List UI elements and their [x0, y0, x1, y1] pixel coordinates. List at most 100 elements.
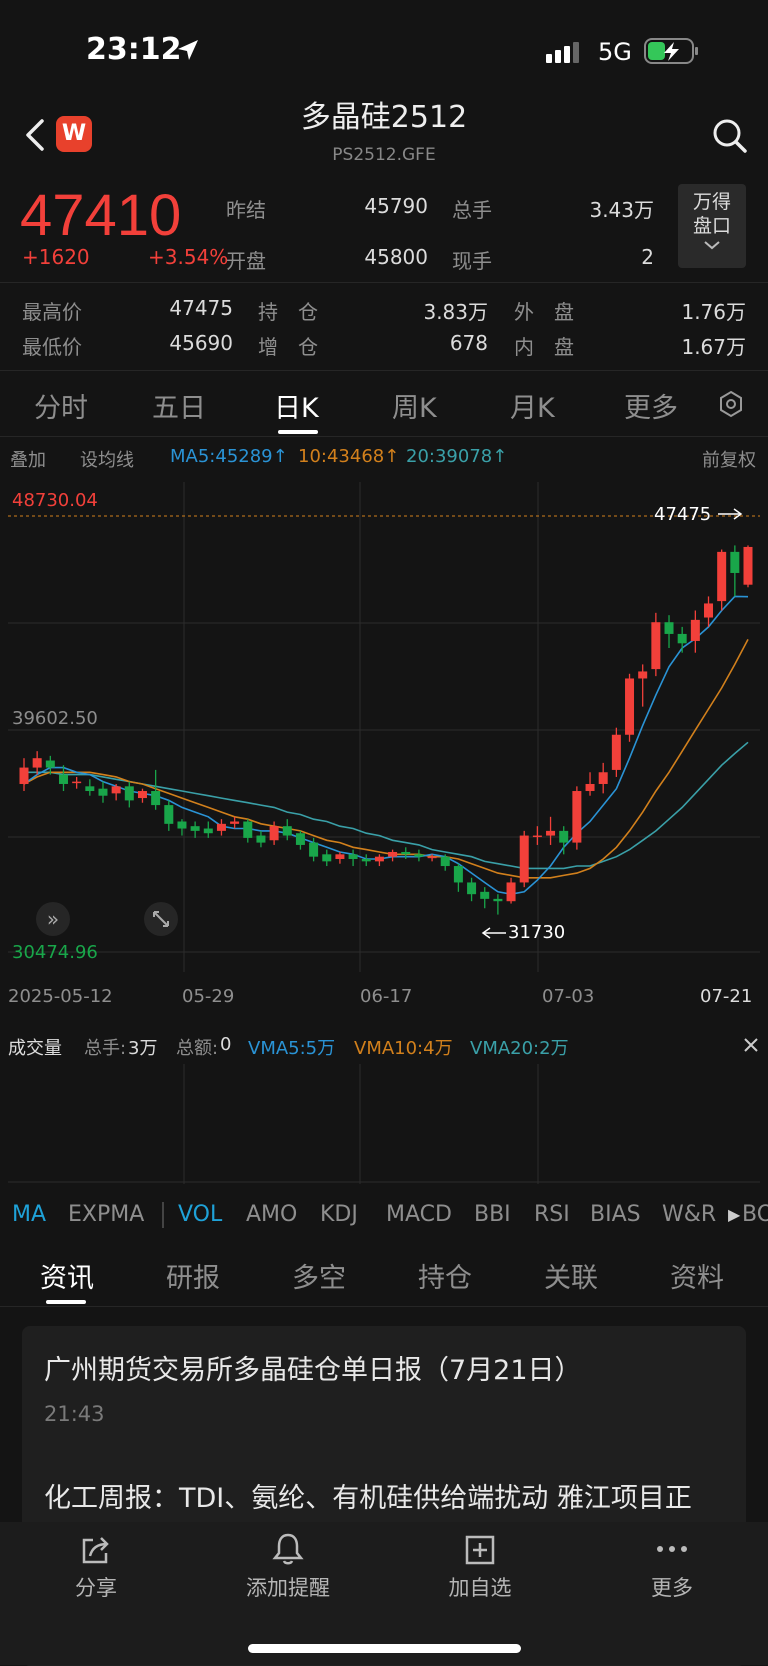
open-value: 45800	[364, 245, 428, 269]
ma10-value: 10:43468↑	[298, 446, 400, 467]
settings-gear-icon[interactable]	[717, 390, 745, 418]
vol-total-value: 3万	[128, 1038, 158, 1059]
high-label: 最高价	[22, 300, 82, 324]
ma10-line	[23, 639, 749, 879]
tab-daily-k[interactable]: 日K	[274, 393, 319, 424]
back-arrow-icon[interactable]	[22, 118, 48, 152]
indicator-amo[interactable]: AMO	[246, 1202, 298, 1227]
indicator-wr[interactable]: W&R	[662, 1202, 717, 1227]
indicator-vol[interactable]: VOL	[178, 1202, 223, 1227]
add-alert-button[interactable]: 添加提醒	[246, 1576, 330, 1600]
network-type: 5G	[598, 38, 632, 66]
candle-body-52	[704, 603, 714, 618]
low-value: 45690	[169, 331, 233, 355]
expand-left-button[interactable]: »	[36, 902, 70, 936]
candle-body-40	[546, 830, 556, 836]
indicator-macd[interactable]: MACD	[386, 1202, 452, 1227]
vol-total-label: 总手:	[84, 1038, 127, 1059]
close-icon[interactable]	[742, 1036, 760, 1054]
indicator-bbi[interactable]: BBI	[474, 1202, 511, 1227]
indicator-kdj[interactable]: KDJ	[320, 1202, 358, 1227]
candle-body-49	[664, 622, 674, 634]
candle-body-11	[164, 805, 174, 824]
candle-body-20	[282, 826, 292, 836]
news-item-title[interactable]: 广州期货交易所多晶硅仓单日报（7月21日）	[44, 1355, 582, 1386]
fullscreen-icon[interactable]	[144, 902, 178, 936]
add-watchlist-icon[interactable]	[464, 1534, 496, 1566]
home-indicator	[248, 1644, 521, 1653]
news-tab-related[interactable]: 关联	[544, 1263, 598, 1294]
more-button[interactable]: 更多	[651, 1576, 693, 1600]
location-arrow-icon	[178, 40, 198, 60]
candle-body-30	[414, 854, 424, 857]
prev-close-label: 昨结	[226, 198, 266, 222]
candle-body-13	[190, 826, 200, 831]
candle-body-26	[361, 859, 371, 862]
volume-title: 成交量	[8, 1038, 62, 1059]
cur-volume-value: 2	[641, 245, 654, 269]
share-icon[interactable]	[80, 1534, 112, 1566]
candle-body-1	[32, 758, 42, 768]
x-axis-label-1: 2025-05-12	[8, 986, 113, 1007]
indicator-expma[interactable]: EXPMA	[68, 1202, 145, 1227]
indicator-rsi[interactable]: RSI	[534, 1202, 570, 1227]
bottom-toolbar	[0, 1522, 768, 1665]
candle-body-37	[506, 882, 516, 902]
candle-body-29	[401, 851, 411, 855]
indicator-ma[interactable]: MA	[12, 1202, 47, 1227]
adjust-mode-button[interactable]: 前复权	[702, 450, 756, 471]
tab-monthly-k[interactable]: 月K	[510, 393, 555, 424]
more-dots-icon[interactable]	[656, 1544, 688, 1554]
tab-more[interactable]: 更多	[624, 393, 678, 424]
overlay-button[interactable]: 叠加	[10, 450, 46, 471]
high-marker-arrow-icon	[718, 508, 743, 520]
ma20-value: 20:39078↑	[406, 446, 508, 467]
status-time: 23:12	[86, 32, 182, 67]
volume-background	[8, 1064, 760, 1184]
add-watchlist-button[interactable]: 加自选	[448, 1576, 512, 1600]
candle-body-4	[72, 781, 82, 784]
vol-amount-label: 总额:	[176, 1038, 219, 1059]
candle-body-55	[743, 546, 753, 585]
news-item-title-2[interactable]: 化工周报：TDI、氨纶、有机硅供给端扰动 雅江项目正	[44, 1483, 692, 1514]
candle-body-2	[45, 760, 55, 768]
candle-body-27	[374, 856, 384, 862]
candle-body-36	[493, 898, 503, 902]
news-tab-profile[interactable]: 资料	[670, 1263, 724, 1294]
low-marker-arrow-icon	[481, 927, 506, 939]
indicator-bias[interactable]: BIAS	[590, 1202, 641, 1227]
candle-body-50	[677, 633, 687, 644]
tab-weekly-k[interactable]: 周K	[392, 393, 437, 424]
share-button[interactable]: 分享	[75, 1576, 117, 1600]
candle-body-17	[243, 821, 253, 838]
bell-icon[interactable]	[272, 1532, 304, 1566]
news-tab-research[interactable]: 研报	[166, 1263, 220, 1294]
inner-label: 内 盘	[514, 335, 574, 359]
news-tab-news[interactable]: 资讯	[40, 1263, 94, 1294]
last-price: 47410	[20, 183, 182, 248]
tab-intraday[interactable]: 分时	[34, 393, 88, 424]
wind-logo-icon[interactable]: W	[56, 116, 92, 152]
indicator-overflow[interactable]: ▶ BO	[728, 1202, 768, 1232]
x-axis-label-3: 06-17	[360, 986, 413, 1007]
candle-body-24	[335, 854, 345, 860]
news-tab-position[interactable]: 持仓	[418, 1263, 472, 1294]
news-tab-longshort[interactable]: 多空	[292, 1263, 346, 1294]
high-marker-label: 47475	[654, 504, 712, 525]
candle-body-8	[124, 786, 134, 801]
tab-five-day[interactable]: 五日	[152, 393, 206, 424]
outer-value: 1.76万	[681, 300, 746, 324]
search-icon[interactable]	[712, 118, 748, 154]
volume-chart[interactable]	[8, 1064, 760, 1184]
candle-body-47	[638, 671, 648, 679]
wind-panel-button[interactable]: 万得 盘口	[678, 184, 746, 268]
candle-body-18	[256, 835, 266, 843]
battery-icon	[644, 38, 698, 64]
candle-body-33	[453, 866, 463, 883]
candlestick-chart[interactable]	[8, 482, 760, 972]
candle-body-41	[559, 830, 569, 843]
candle-body-16	[230, 821, 240, 824]
candle-body-34	[467, 882, 477, 895]
set-ma-button[interactable]: 设均线	[80, 450, 134, 471]
vma10-value: VMA10:4万	[354, 1038, 453, 1059]
